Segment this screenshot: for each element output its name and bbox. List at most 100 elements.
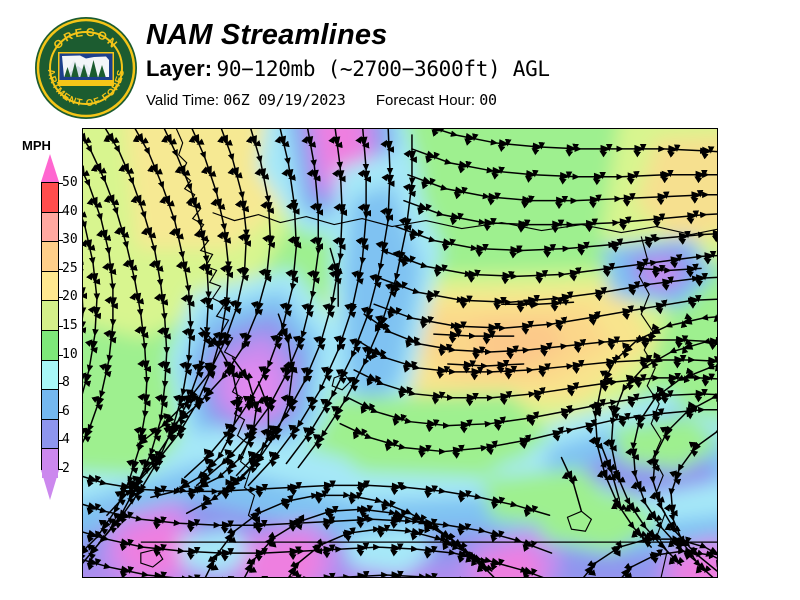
streamline-arrow <box>669 505 676 513</box>
streamline-arrow <box>553 222 561 228</box>
colorbar-tick-label: 50 <box>62 175 78 190</box>
streamline-arrow <box>187 391 197 401</box>
streamline-arrow <box>624 195 632 201</box>
streamline-arrow <box>684 372 694 381</box>
lake-outline <box>566 510 593 532</box>
streamline-arrow <box>193 135 202 145</box>
streamline-arrow <box>226 531 236 541</box>
streamline-arrow <box>305 305 313 314</box>
streamline-arrow <box>541 345 550 352</box>
streamline-arrow <box>225 267 231 275</box>
streamline-arrow <box>489 325 497 331</box>
streamline-arrow <box>675 357 683 363</box>
streamline-arrow <box>88 531 97 539</box>
streamline-arrow <box>623 308 632 315</box>
streamline-arrow <box>83 429 93 439</box>
streamline-arrow <box>85 240 93 249</box>
streamline-arrow <box>312 171 319 179</box>
streamline-arrow <box>594 438 600 446</box>
streamline-arrow <box>612 241 621 248</box>
streamline-arrow <box>433 129 442 133</box>
streamline-arrow <box>394 414 403 422</box>
streamline-arrow <box>557 198 565 204</box>
streamline-arrow <box>487 443 496 450</box>
streamline-arrow <box>364 308 374 317</box>
streamline-arrow <box>155 545 164 552</box>
streamline-arrow <box>165 135 174 145</box>
streamline-arrow <box>649 512 658 522</box>
streamline-arrow <box>435 265 444 272</box>
streamline-arrow <box>525 506 534 514</box>
streamline-arrow <box>83 374 91 383</box>
streamline-arrow <box>155 453 165 463</box>
colorbar-tickmark <box>58 297 63 299</box>
streamline-arrow <box>703 375 711 381</box>
streamline-arrow <box>162 329 168 337</box>
streamline-arrow <box>240 370 250 380</box>
streamline-arrow <box>160 396 167 405</box>
streamline-arrow <box>189 521 197 527</box>
streamline-arrow <box>404 359 413 369</box>
streamline-arrow <box>595 174 603 180</box>
colorbar-tickmark <box>58 268 63 270</box>
streamline-arrow <box>350 493 359 500</box>
streamline-arrow <box>498 362 506 368</box>
streamline-arrow <box>403 219 410 228</box>
streamline-arrow <box>556 319 565 326</box>
streamline-arrow <box>690 297 698 303</box>
streamline-arrow <box>495 419 504 426</box>
streamline-arrow <box>290 271 297 279</box>
streamline-arrow <box>386 440 395 448</box>
colorbar-tickmark <box>58 354 63 356</box>
streamline-arrow <box>652 551 661 558</box>
streamline-arrow <box>314 436 324 446</box>
streamline-arrow <box>455 323 463 329</box>
page-header: OREGON DEPARTMENT OF FORESTRY NAM Stream… <box>0 0 800 122</box>
streamline-arrow <box>566 471 575 481</box>
streamline-arrow <box>586 564 596 574</box>
streamline-arrow <box>313 542 323 552</box>
streamline-arrow <box>181 262 188 271</box>
streamline-arrow <box>523 323 531 330</box>
streamline-arrow <box>609 338 617 344</box>
streamlines-overlay <box>83 129 717 577</box>
streamline-arrow <box>137 437 147 447</box>
streamline-arrow <box>419 202 429 212</box>
streamline-arrow <box>591 197 599 203</box>
streamline-arrow <box>571 269 580 276</box>
colorbar-tickmark <box>58 440 63 442</box>
streamline-arrow <box>426 547 435 554</box>
forecast-hour-label: Forecast Hour: <box>375 92 476 109</box>
streamline-arrow <box>601 146 609 152</box>
streamline-arrow <box>362 401 372 412</box>
streamline-arrow <box>528 414 537 421</box>
streamline-arrow <box>450 332 458 338</box>
streamline-arrow <box>383 498 393 509</box>
colorbar-segment <box>42 212 58 243</box>
streamline-arrow <box>119 228 127 237</box>
streamline-arrow <box>455 188 464 195</box>
streamline-map[interactable]: 06Z 19Sep23 <box>82 128 718 578</box>
streamline-arrow <box>459 524 468 531</box>
streamline-arrow <box>608 440 615 448</box>
streamline-arrow <box>443 239 452 246</box>
streamline-arrow <box>88 546 98 556</box>
streamline-arrow <box>662 428 673 438</box>
streamline-arrow <box>247 426 257 436</box>
colorbar-tickmark <box>58 211 63 213</box>
streamline-arrow <box>663 279 672 286</box>
streamline-arrow <box>614 501 623 511</box>
streamline-arrow <box>568 384 577 391</box>
streamline-arrow <box>635 482 643 492</box>
streamline-arrow <box>523 197 531 204</box>
streamline-arrow <box>593 404 600 413</box>
streamline-arrow <box>101 230 109 239</box>
streamline-arrow <box>459 162 468 169</box>
streamline-arrow <box>257 486 265 492</box>
streamline-arrow <box>688 266 696 272</box>
streamline-arrow <box>222 136 230 146</box>
streamline-arrow <box>622 567 632 577</box>
streamline-arrow <box>151 165 160 175</box>
streamline-arrow <box>635 146 643 152</box>
streamline-arrow <box>690 443 700 453</box>
